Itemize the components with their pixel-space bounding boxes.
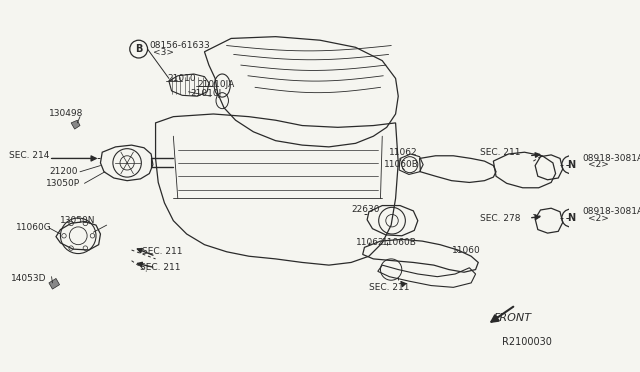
Text: 08156-61633: 08156-61633 [149, 41, 210, 50]
Text: 11062: 11062 [388, 148, 417, 157]
Polygon shape [71, 120, 80, 129]
Text: 22630: 22630 [351, 205, 380, 214]
Text: 21200: 21200 [49, 167, 77, 176]
Text: FRONT: FRONT [493, 314, 531, 323]
Text: B: B [135, 44, 142, 54]
Text: SEC. 211: SEC. 211 [480, 148, 520, 157]
Text: R2100030: R2100030 [502, 337, 552, 347]
Text: 14053D: 14053D [11, 274, 46, 283]
Text: 21010J: 21010J [190, 89, 221, 98]
Text: 21010JA: 21010JA [197, 80, 235, 89]
Text: 11060B: 11060B [384, 160, 419, 169]
Text: 130498: 130498 [49, 109, 83, 119]
Text: SEC. 278: SEC. 278 [480, 214, 520, 222]
Text: 21010: 21010 [167, 74, 196, 83]
Text: 11060G: 11060G [16, 223, 52, 232]
Polygon shape [49, 279, 60, 289]
Text: 13050P: 13050P [46, 179, 81, 188]
Text: SEC. 211: SEC. 211 [369, 283, 410, 292]
Text: <2>: <2> [589, 214, 609, 222]
Text: N: N [566, 213, 575, 223]
Text: 08918-3081A: 08918-3081A [582, 154, 640, 163]
Text: 08918-3081A: 08918-3081A [582, 207, 640, 216]
Text: <3>: <3> [153, 48, 174, 57]
Text: 11060B: 11060B [382, 238, 417, 247]
Text: SEC. 211: SEC. 211 [142, 247, 183, 256]
Text: <2>: <2> [589, 160, 609, 169]
Text: SEC. 214: SEC. 214 [9, 151, 49, 160]
Text: 13050N: 13050N [60, 216, 96, 225]
Text: SEC. 211: SEC. 211 [140, 263, 181, 272]
Text: 11060: 11060 [452, 246, 481, 254]
Text: N: N [566, 160, 575, 170]
Text: 11062: 11062 [356, 238, 384, 247]
